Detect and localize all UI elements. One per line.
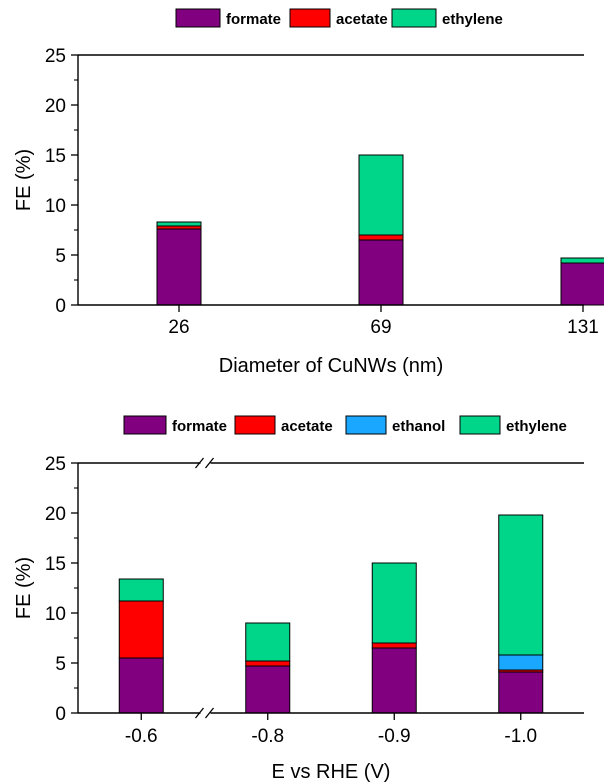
y-axis-title: FE (%) — [13, 149, 35, 211]
legend-swatch-acetate — [289, 8, 331, 28]
legend-label-ethanol: ethanol — [392, 418, 445, 435]
bar-ethylene-131 — [560, 257, 604, 264]
x-tick-label-26: 26 — [168, 317, 189, 338]
legend-label-ethylene: ethylene — [506, 418, 567, 435]
legend-label-formate: formate — [172, 418, 227, 435]
legend-label-acetate: acetate — [281, 418, 333, 435]
x-tick-label--0.6: -0.6 — [125, 726, 158, 747]
bar-ethylene--0.6 — [118, 578, 164, 602]
axis-break-bottom — [194, 707, 215, 719]
bar-acetate--0.6 — [118, 600, 164, 659]
x-tick-label-131: 131 — [567, 317, 599, 338]
legend: formate acetate ethylene — [175, 8, 503, 28]
bar-formate--0.9 — [371, 647, 417, 714]
bar-formate-26 — [156, 228, 202, 306]
y-tick-label-25: 25 — [45, 46, 66, 67]
bar-ethylene--1.0 — [498, 514, 544, 656]
legend-swatch-ethylene — [391, 8, 437, 28]
bar-ethylene-26 — [156, 221, 202, 227]
y-tick-label-15: 15 — [45, 554, 66, 575]
legend-swatch-ethylene — [459, 415, 501, 435]
legend-swatch-formate — [175, 8, 221, 28]
x-tick-label--1.0: -1.0 — [504, 726, 537, 747]
x-tick-label-69: 69 — [370, 317, 391, 338]
bar-acetate-69 — [358, 234, 404, 241]
bar-ethanol--1.0 — [498, 654, 544, 671]
chart-2: 0 5 10 15 20 25 -0.6 -0.8 -0.9 -1.0 E vs RHE (V) FE… — [13, 415, 584, 783]
bar-ethylene-69 — [358, 154, 404, 236]
chart-1: 0 5 10 15 20 25 26 69 131 Diameter of CuNWs (nm) F… — [13, 8, 604, 377]
legend-swatch-acetate — [234, 415, 276, 435]
bar-formate--1.0 — [498, 671, 544, 714]
bar-acetate--0.8 — [245, 660, 291, 667]
y-tick-label-5: 5 — [55, 246, 66, 267]
legend-label-formate: formate — [226, 11, 281, 28]
y-tick-label-0: 0 — [55, 704, 66, 725]
x-tick-label--0.8: -0.8 — [251, 726, 284, 747]
y-tick-label-20: 20 — [45, 96, 66, 117]
bar-ethylene--0.8 — [245, 622, 291, 662]
legend-swatch-ethanol — [345, 415, 387, 435]
y-tick-label-5: 5 — [55, 654, 66, 675]
legend-label-acetate: acetate — [336, 11, 388, 28]
y-tick-label-15: 15 — [45, 146, 66, 167]
y-axis-title: FE (%) — [13, 557, 35, 619]
legend-label-ethylene: ethylene — [442, 11, 503, 28]
legend-swatch-formate — [123, 415, 167, 435]
y-tick-label-0: 0 — [55, 296, 66, 317]
y-tick-label-10: 10 — [45, 604, 66, 625]
axis-break-top — [194, 457, 215, 469]
y-tick-label-25: 25 — [45, 454, 66, 475]
bar-formate--0.6 — [118, 657, 164, 714]
legend: formate acetate ethanol ethylene — [123, 415, 567, 435]
x-tick-label--0.9: -0.9 — [378, 726, 411, 747]
x-axis-title: E vs RHE (V) — [272, 761, 391, 783]
bar-formate-131 — [560, 262, 604, 306]
bar-ethylene--0.9 — [371, 562, 417, 644]
y-tick-label-10: 10 — [45, 196, 66, 217]
bar-formate-69 — [358, 239, 404, 306]
bar-formate--0.8 — [245, 665, 291, 714]
bar-acetate--0.9 — [371, 642, 417, 649]
y-tick-label-20: 20 — [45, 504, 66, 525]
x-axis-title: Diameter of CuNWs (nm) — [219, 355, 443, 377]
